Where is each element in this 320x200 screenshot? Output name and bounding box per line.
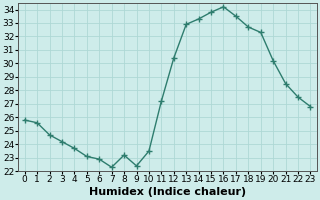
X-axis label: Humidex (Indice chaleur): Humidex (Indice chaleur): [89, 187, 246, 197]
